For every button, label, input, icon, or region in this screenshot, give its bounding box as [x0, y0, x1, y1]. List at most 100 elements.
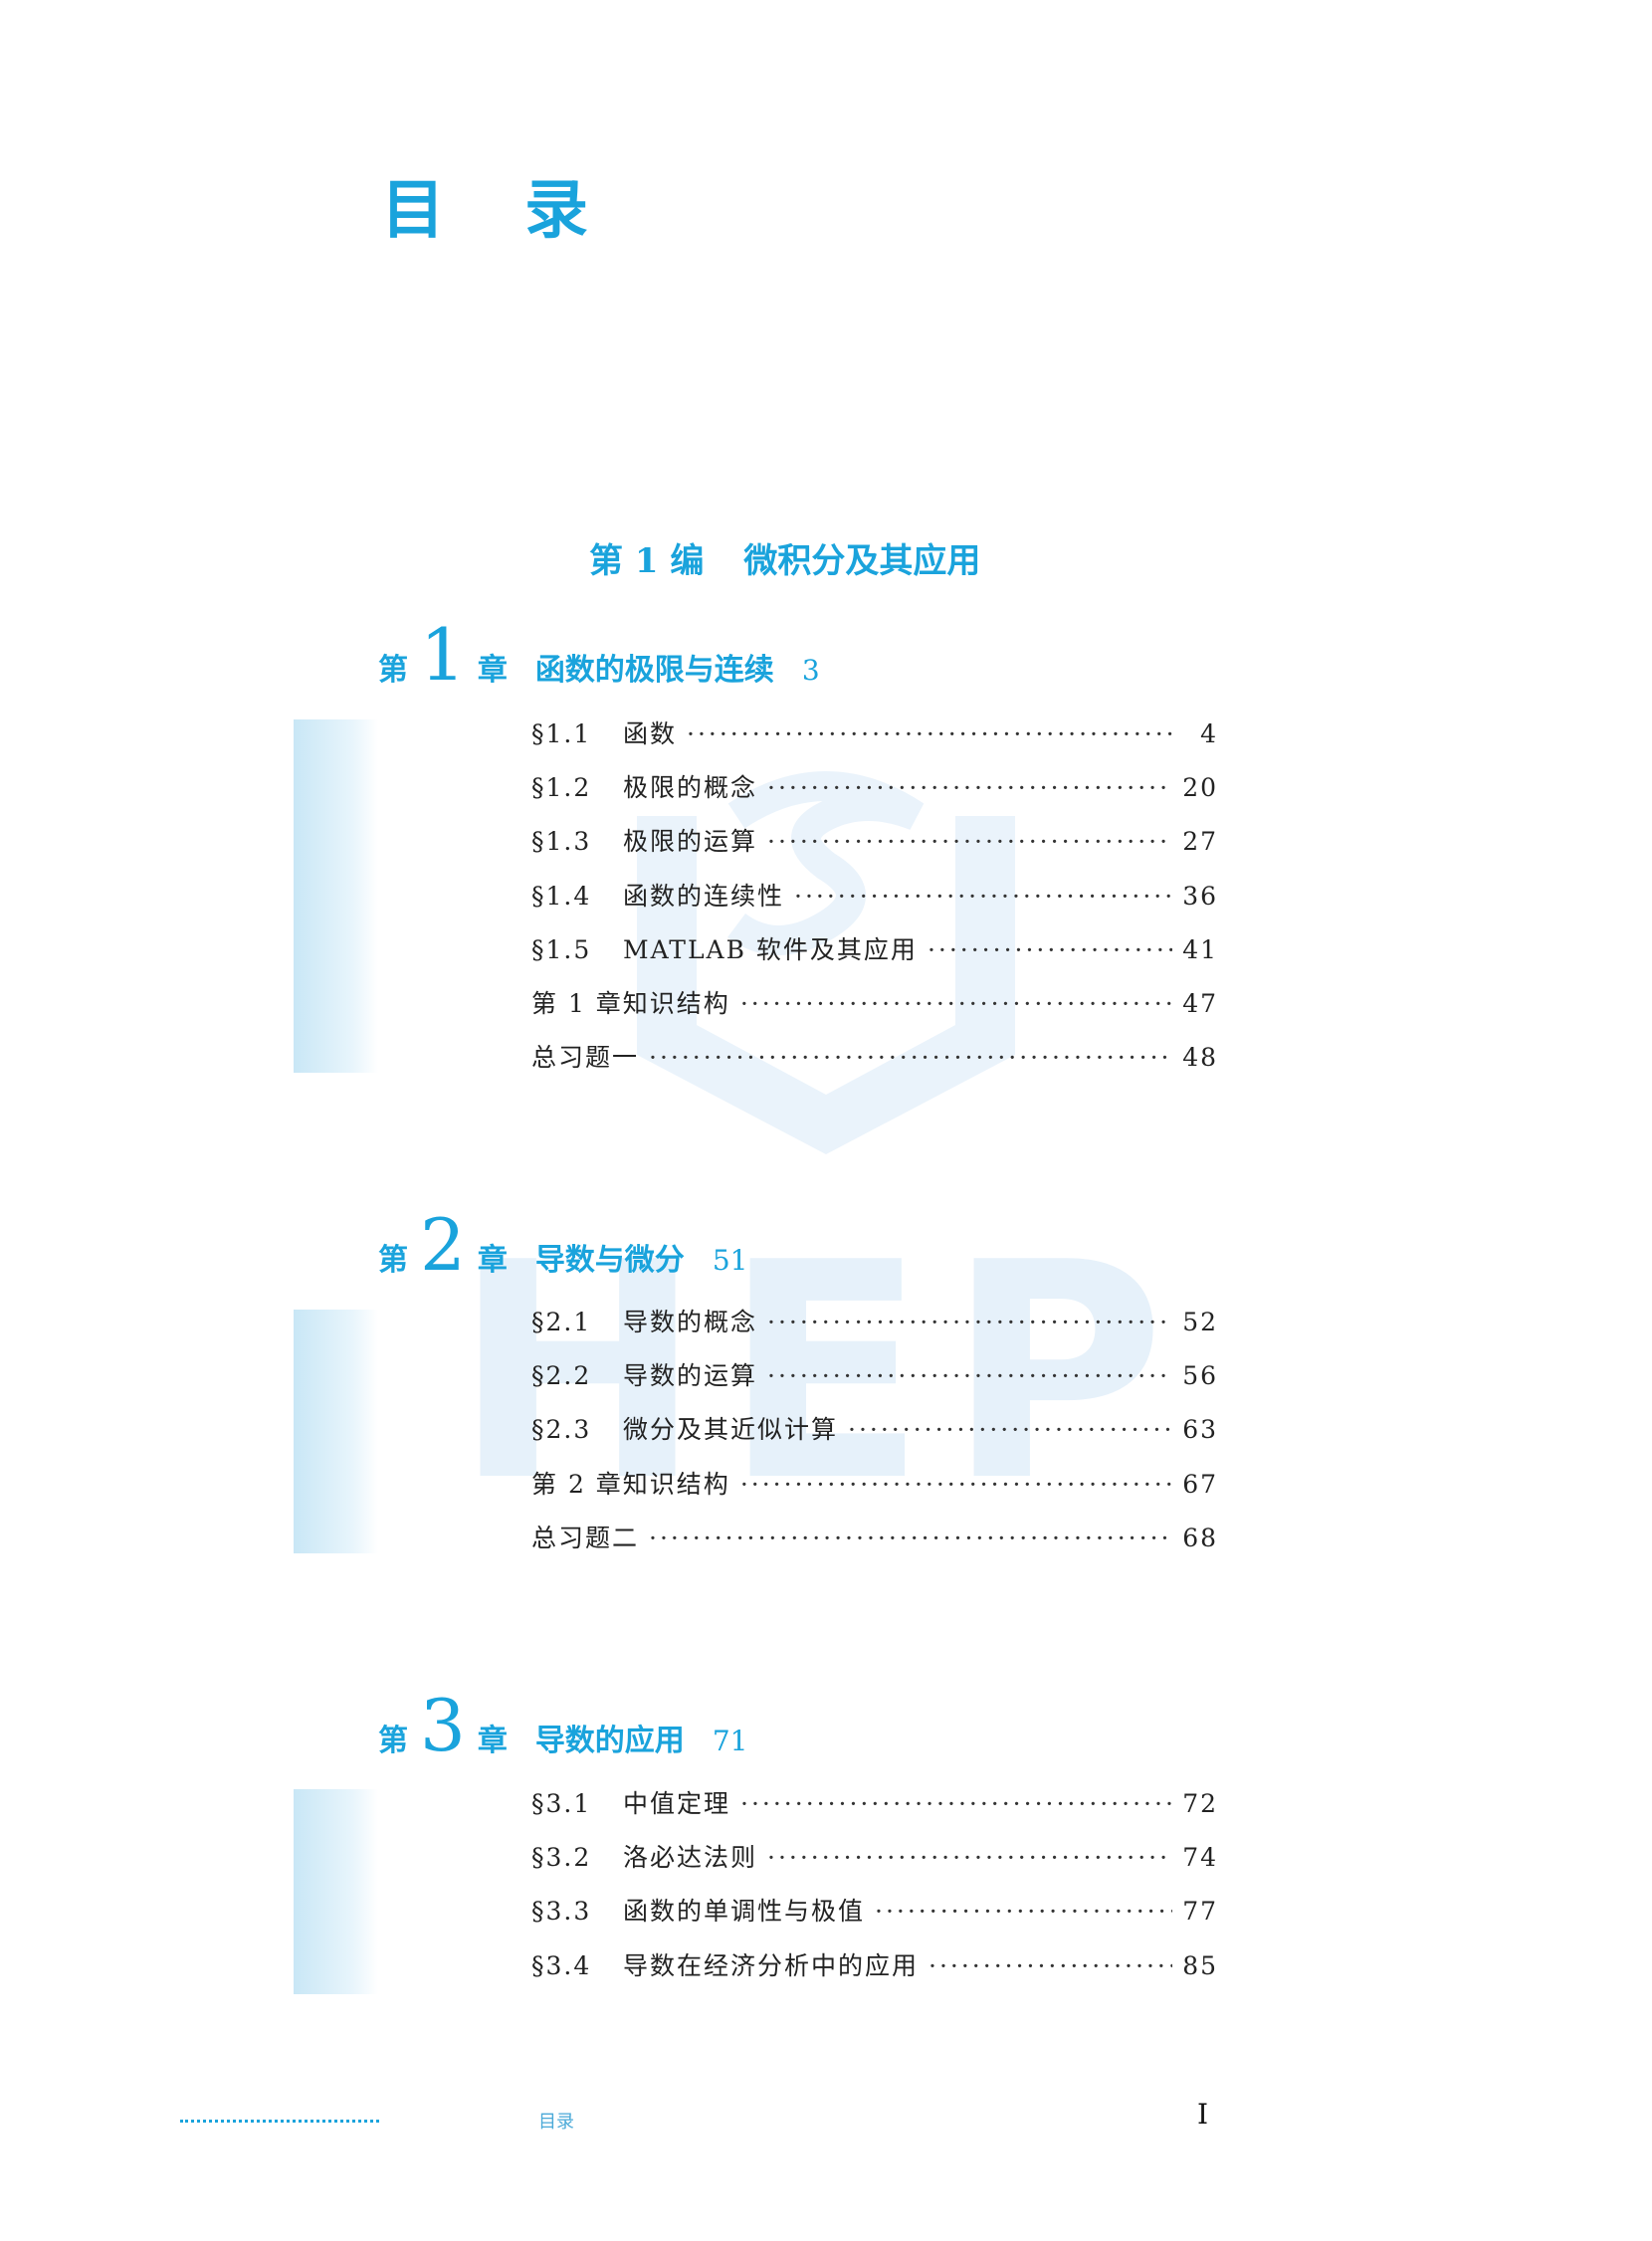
entry-title: 导数的运算: [623, 1361, 758, 1391]
entry-title: 极限的概念: [623, 773, 758, 803]
entry-title: 第 2 章知识结构: [531, 1469, 730, 1499]
chapter-side-band: [294, 1789, 378, 1994]
part-number: 第 1 编: [589, 541, 705, 581]
toc-entry[interactable]: §2.3 微分及其近似计算 63: [531, 1410, 1218, 1446]
section-number: §3.2: [531, 1843, 592, 1873]
chapter-page: 71: [712, 1725, 748, 1757]
entry-page: 72: [1182, 1789, 1218, 1818]
footer-running-title: 目录: [538, 2112, 574, 2133]
entry-page: 68: [1182, 1523, 1218, 1552]
chapter-title: 导数与微分: [534, 1243, 685, 1278]
entry-page: 4: [1200, 719, 1218, 748]
chapter-prefix: 第: [378, 653, 408, 688]
dot-leader: [848, 1415, 1172, 1444]
chapter-number: 3: [420, 1684, 466, 1767]
dot-leader: [767, 773, 1172, 802]
toc-entry[interactable]: §3.1 中值定理 72: [531, 1784, 1218, 1820]
toc-entry[interactable]: §3.3 函数的单调性与极值 77: [531, 1892, 1218, 1928]
entry-page: 74: [1182, 1843, 1218, 1873]
section-number: §3.1: [531, 1789, 592, 1818]
toc-entry[interactable]: §3.4 导数在经济分析中的应用 85: [531, 1946, 1218, 1982]
entry-page: 63: [1182, 1415, 1218, 1445]
toc-entry[interactable]: §3.2 洛必达法则 74: [531, 1838, 1218, 1874]
chapter-page: 3: [801, 654, 820, 687]
chapter-prefix: 第: [378, 1243, 408, 1278]
section-number: §1.2: [531, 773, 592, 803]
entry-title: 导数在经济分析中的应用: [623, 1950, 920, 1980]
chapter-heading[interactable]: 第 1 章函数的极限与连续 3: [378, 619, 820, 691]
chapter-title: 导数的应用: [534, 1724, 685, 1758]
dot-leader: [649, 1524, 1172, 1552]
chapter-heading[interactable]: 第 3 章导数的应用 71: [378, 1690, 747, 1761]
part-title: 微积分及其应用: [743, 541, 981, 581]
chapter-page: 51: [712, 1244, 748, 1277]
entry-page: 56: [1182, 1361, 1218, 1391]
toc-entry[interactable]: §1.1 函数 4: [531, 714, 1218, 750]
chapter-suffix: 章: [477, 1724, 508, 1758]
entry-title: 洛必达法则: [623, 1843, 758, 1873]
page-number: I: [1197, 2098, 1209, 2131]
toc-entry[interactable]: 第 1 章知识结构 47: [531, 984, 1218, 1020]
title-char: 目: [381, 173, 445, 248]
entry-title: 导数的概念: [623, 1308, 758, 1336]
dot-leader: [767, 827, 1172, 856]
chapter-title: 函数的极限与连续: [534, 653, 774, 688]
toc-entry[interactable]: §2.2 导数的运算 56: [531, 1356, 1218, 1392]
dot-leader: [767, 1843, 1172, 1872]
toc-entry[interactable]: §1.5 MATLAB 软件及其应用 41: [531, 930, 1218, 966]
toc-entry[interactable]: §1.4 函数的连续性 36: [531, 877, 1218, 913]
entry-page: 85: [1182, 1950, 1218, 1980]
entry-title: 总习题二: [531, 1523, 640, 1552]
chapter-number: 1: [420, 613, 466, 697]
section-number: §1.4: [531, 881, 592, 911]
title-char: 录: [524, 173, 588, 248]
chapter-side-band: [294, 1310, 378, 1553]
entry-page: 27: [1182, 827, 1218, 857]
entry-title: 中值定理: [623, 1789, 731, 1818]
dot-leader: [767, 1308, 1172, 1336]
entry-page: 41: [1182, 934, 1218, 964]
dot-leader: [875, 1897, 1172, 1926]
toc-entry[interactable]: §2.1 导数的概念 52: [531, 1303, 1218, 1338]
section-number: §2.3: [531, 1415, 592, 1445]
toc-entry[interactable]: 总习题二 68: [531, 1519, 1218, 1554]
entry-title: 极限的运算: [623, 827, 758, 857]
dot-leader: [767, 1361, 1172, 1390]
entry-page: 36: [1182, 881, 1218, 911]
chapter-heading[interactable]: 第 2 章导数与微分 51: [378, 1209, 747, 1281]
entry-title: 总习题一: [531, 1043, 640, 1073]
entry-page: 20: [1182, 773, 1218, 803]
chapter-number: 2: [420, 1203, 466, 1287]
entry-title: 微分及其近似计算: [623, 1415, 839, 1445]
dot-leader: [740, 1470, 1172, 1499]
toc-entry[interactable]: 总习题一 48: [531, 1038, 1218, 1074]
toc-entry[interactable]: 第 2 章知识结构 67: [531, 1465, 1218, 1501]
entry-title: 第 1 章知识结构: [531, 989, 730, 1018]
section-number: §1.5: [531, 934, 592, 964]
page-title: 目录: [381, 159, 588, 251]
section-number: §2.1: [531, 1308, 592, 1336]
chapter-side-band: [294, 719, 378, 1073]
chapter-prefix: 第: [378, 1724, 408, 1758]
toc-entry[interactable]: §1.3 极限的运算 27: [531, 822, 1218, 858]
section-number: §3.4: [531, 1950, 592, 1980]
entry-title: 函数的连续性: [623, 881, 785, 911]
toc-entry[interactable]: §1.2 极限的概念 20: [531, 768, 1218, 804]
section-number: §2.2: [531, 1361, 592, 1391]
entry-title: 函数: [623, 719, 678, 748]
chapter-suffix: 章: [477, 1243, 508, 1278]
dot-leader: [740, 1789, 1172, 1818]
entry-title: MATLAB 软件及其应用: [623, 934, 918, 964]
section-number: §1.3: [531, 827, 592, 857]
entry-page: 67: [1182, 1469, 1218, 1499]
entry-page: 77: [1182, 1897, 1218, 1927]
entry-page: 52: [1182, 1308, 1218, 1336]
dot-leader: [687, 719, 1178, 748]
section-number: §1.1: [531, 719, 592, 748]
entry-page: 47: [1182, 989, 1218, 1018]
entry-title: 函数的单调性与极值: [623, 1897, 866, 1927]
footer-dotted-rule: [180, 2120, 379, 2123]
section-number: §3.3: [531, 1897, 592, 1927]
dot-leader: [740, 989, 1172, 1018]
dot-leader: [649, 1043, 1172, 1072]
